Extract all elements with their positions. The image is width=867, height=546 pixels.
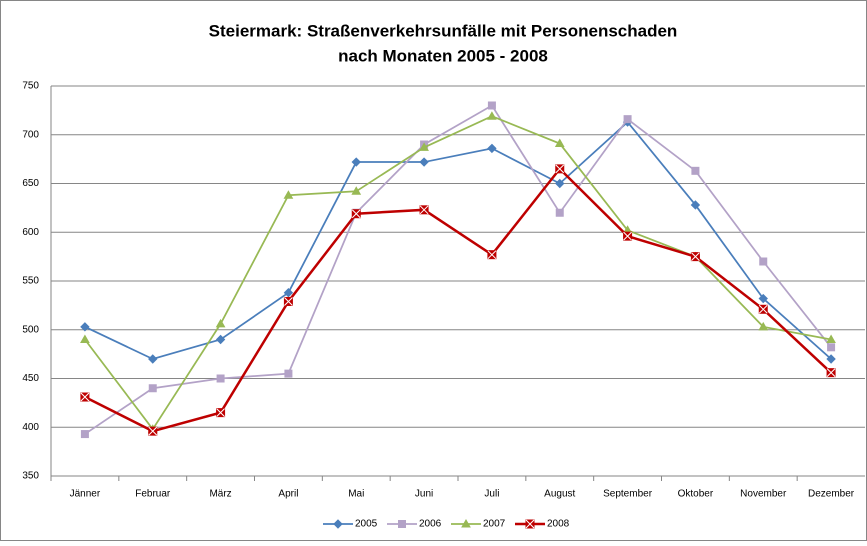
marker-cross [826,368,836,378]
y-tick-label: 500 [22,324,39,335]
legend-label: 2005 [355,519,378,530]
marker [827,343,836,352]
marker-cross [80,392,90,402]
marker-cross [148,426,158,436]
x-tick-label: August [544,489,575,500]
y-tick-label: 600 [22,227,39,238]
marker [80,322,90,332]
marker [148,354,158,364]
y-tick-label: 700 [22,129,39,140]
x-tick-label: November [740,489,787,500]
legend-label: 2008 [547,519,570,530]
marker-cross [487,250,497,260]
y-tick-label: 750 [22,81,39,92]
marker [623,115,632,124]
y-tick-label: 350 [22,471,39,482]
series-line [84,104,832,435]
marker-cross [351,209,361,219]
x-tick-label: April [278,489,298,500]
marker-cross [758,304,768,314]
marker-cross [555,164,565,174]
marker [826,354,836,364]
marker-cross [419,205,429,215]
marker [759,257,768,266]
marker [487,101,496,110]
marker [215,318,226,328]
marker [690,200,701,210]
x-tick-label: Oktober [678,489,714,500]
marker [691,166,700,175]
marker-cross [525,519,535,529]
chart-title: Steiermark: Straßenverkehrsunfälle mit P… [209,21,678,40]
marker [487,111,497,120]
marker [461,518,471,528]
y-tick-label: 650 [22,178,39,189]
x-tick-label: März [209,489,231,500]
x-tick-label: Juli [484,489,499,500]
marker [216,374,225,383]
marker [419,157,429,167]
marker [554,138,565,148]
marker [215,334,226,345]
x-tick-label: Juni [415,489,433,500]
y-tick-label: 450 [22,373,39,384]
marker [398,520,406,528]
marker-cross [284,297,293,306]
x-tick-label: Mai [348,489,364,500]
marker [826,334,836,343]
x-tick-label: September [603,489,653,500]
y-tick-label: 400 [22,422,39,433]
marker [283,190,294,199]
x-tick-label: Jänner [70,489,101,500]
marker [555,208,564,217]
legend-label: 2007 [483,519,506,530]
marker-cross [623,231,632,241]
marker [283,287,294,298]
marker [351,157,361,167]
x-tick-label: Februar [135,489,171,500]
marker [80,334,90,343]
marker-cross [691,252,700,261]
marker [487,143,497,154]
marker [351,186,362,195]
x-tick-label: Dezember [808,489,855,500]
chart-title: nach Monaten 2005 - 2008 [338,46,548,65]
marker [333,519,343,529]
marker [419,142,429,151]
marker [555,178,565,189]
y-tick-label: 550 [22,276,39,287]
marker [758,293,768,304]
legend-label: 2006 [419,519,442,530]
series-line [84,167,832,433]
marker [758,321,769,331]
marker [284,369,293,378]
marker [80,430,89,439]
series-line [84,115,832,431]
marker [148,384,157,393]
marker-cross [216,408,225,417]
